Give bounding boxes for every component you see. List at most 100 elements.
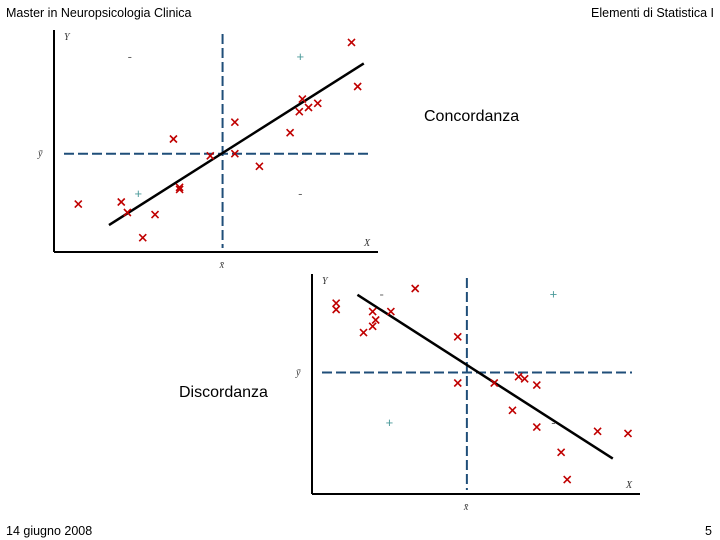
data-point	[508, 406, 517, 415]
data-point	[255, 162, 264, 171]
data-point	[532, 381, 541, 390]
data-point-stroke	[359, 328, 368, 337]
data-point-stroke	[175, 183, 184, 192]
data-point-stroke	[255, 162, 264, 171]
data-point-stroke	[169, 134, 178, 144]
lecture-title: Elementi di Statistica I	[591, 6, 714, 20]
quadrant-sign-bottom-right: -	[298, 186, 302, 201]
discordanza-scatter-chart: Y Xx̄ ȳ - + + -	[295, 274, 640, 513]
data-point-stroke	[411, 284, 420, 293]
data-point-stroke	[286, 128, 295, 137]
data-point	[353, 82, 362, 91]
mean-y-label: ȳ	[37, 149, 43, 160]
data-point	[347, 38, 356, 47]
data-point-stroke	[74, 200, 83, 209]
data-point	[532, 423, 541, 432]
x-axis-label: X	[363, 238, 371, 249]
data-point-stroke	[508, 406, 517, 415]
data-point	[563, 475, 572, 484]
quadrant-sign-top-right: +	[296, 49, 304, 64]
y-axis-label: Y	[64, 32, 71, 43]
data-point	[453, 378, 462, 388]
regression-line	[108, 62, 365, 227]
data-point-stroke	[593, 427, 602, 436]
data-point	[359, 328, 368, 337]
x-axis-label: X	[625, 480, 633, 491]
data-point-stroke	[295, 107, 304, 116]
data-point-stroke	[368, 307, 377, 316]
mean-y-label: ȳ	[295, 368, 301, 379]
data-point	[230, 118, 239, 127]
data-point-stroke	[117, 197, 126, 207]
data-point	[368, 322, 377, 331]
data-point	[230, 149, 239, 158]
data-point	[332, 305, 341, 314]
data-point	[169, 134, 178, 144]
data-point-stroke	[332, 305, 341, 314]
data-point	[514, 372, 523, 381]
data-point	[138, 233, 147, 242]
y-axis-label: Y	[322, 276, 329, 287]
mean-x-label: x̄	[463, 502, 469, 513]
data-point-stroke	[453, 332, 462, 341]
data-point-stroke	[453, 378, 462, 388]
data-point-stroke	[206, 151, 215, 160]
data-point-stroke	[623, 429, 633, 438]
data-point	[332, 299, 341, 308]
data-point-stroke	[514, 372, 523, 381]
slide-number: 5	[705, 524, 712, 538]
quadrant-sign-top-left: -	[128, 49, 132, 64]
data-point-stroke	[557, 448, 566, 457]
data-point-stroke	[304, 103, 313, 112]
data-point-stroke	[386, 307, 395, 316]
data-point	[123, 208, 132, 217]
data-point	[371, 315, 380, 325]
data-point-stroke	[175, 185, 184, 194]
regression-line	[356, 293, 614, 460]
data-point-stroke	[230, 118, 239, 127]
data-point-stroke	[230, 149, 239, 158]
quadrant-sign-bottom-left: +	[386, 415, 394, 430]
data-point	[557, 448, 566, 457]
data-point	[117, 197, 126, 207]
data-point	[593, 427, 602, 436]
quadrant-sign-top-right: +	[550, 287, 558, 302]
data-point-stroke	[563, 475, 572, 484]
data-point	[304, 103, 313, 112]
mean-x-label: x̄	[219, 260, 225, 271]
data-point-stroke	[298, 95, 307, 104]
quadrant-sign-top-left: -	[380, 287, 384, 302]
data-point	[623, 429, 633, 438]
data-point-stroke	[353, 82, 362, 91]
data-point-stroke	[532, 381, 541, 390]
data-point-stroke	[520, 374, 529, 383]
data-point-stroke	[332, 299, 341, 308]
data-point	[386, 307, 395, 316]
data-point	[298, 95, 307, 104]
data-point	[490, 378, 499, 388]
data-point	[295, 107, 304, 116]
data-point	[206, 151, 215, 160]
data-point	[313, 99, 322, 108]
data-point	[175, 183, 184, 192]
data-point-stroke	[347, 38, 356, 47]
slide-date: 14 giugno 2008	[6, 524, 93, 538]
data-point	[368, 307, 377, 316]
data-point	[150, 210, 160, 219]
concordanza-label: Concordanza	[424, 108, 520, 125]
data-point-stroke	[532, 423, 541, 432]
concordanza-scatter-chart: Y Xx̄ ȳ - + + -	[37, 30, 378, 271]
course-title: Master in Neuropsicologia Clinica	[6, 6, 192, 20]
quadrant-sign-bottom-right: -	[551, 415, 555, 430]
data-point-stroke	[371, 315, 380, 325]
data-point-stroke	[150, 210, 160, 219]
data-point-stroke	[123, 208, 132, 217]
data-point-stroke	[490, 378, 499, 388]
data-point	[453, 332, 462, 341]
data-point	[175, 185, 184, 194]
data-point-stroke	[368, 322, 377, 331]
data-point	[74, 200, 83, 209]
data-point	[411, 284, 420, 293]
data-point-stroke	[313, 99, 322, 108]
data-point	[286, 128, 295, 137]
